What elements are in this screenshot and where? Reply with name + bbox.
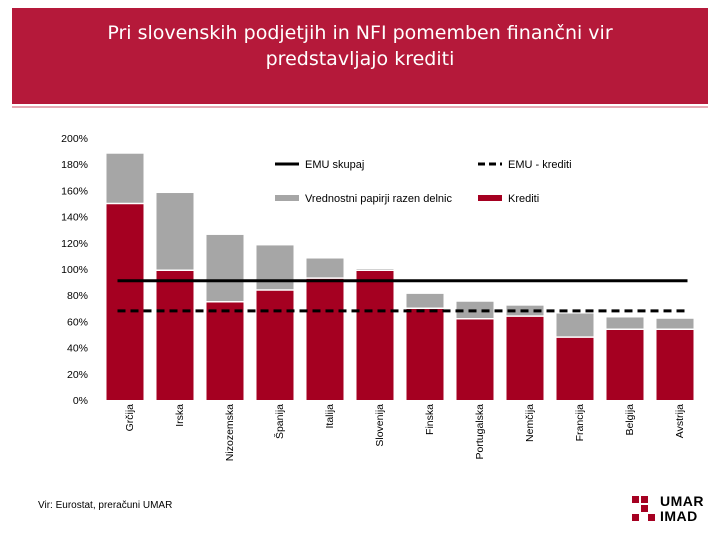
bar-vrednostni-papirji	[206, 234, 244, 302]
bar-krediti	[306, 278, 344, 400]
y-tick-label: 140%	[61, 212, 88, 224]
x-category-label: Avstrija	[674, 404, 686, 438]
y-tick-label: 0%	[73, 395, 88, 407]
bar-krediti	[556, 337, 594, 400]
bar-vrednostni-papirji	[556, 313, 594, 338]
x-category-label: Portugalska	[474, 404, 486, 460]
x-category-label: Belgija	[624, 404, 636, 436]
bar-krediti	[506, 316, 544, 400]
x-category-label: Irska	[174, 404, 186, 427]
title-line-1: Pri slovenskih podjetjih in NFI pomemben…	[107, 22, 613, 44]
logo-word-imad: IMAD	[660, 508, 698, 524]
y-tick-label: 40%	[67, 343, 88, 355]
x-category-label: Italija	[324, 404, 336, 429]
y-tick-label: 60%	[67, 316, 88, 328]
title-band: Pri slovenskih podjetjih in NFI pomemben…	[12, 8, 708, 104]
stacked-bar-chart: 0% 20% 40% 60% 80% 100% 120% 140% 160% 180% 200% G…	[61, 133, 694, 461]
x-category-label: Grčija	[124, 404, 136, 432]
source-note: Vir: Eurostat, preračuni UMAR	[38, 500, 173, 511]
title-line-2: predstavljajo krediti	[265, 48, 455, 70]
legend-label: Vrednostni papirji razen delnic	[305, 193, 452, 205]
bar-krediti	[206, 301, 244, 400]
legend-label: EMU - krediti	[508, 159, 572, 171]
y-axis: 0% 20% 40% 60% 80% 100% 120% 140% 160% 180% 200%	[61, 133, 88, 407]
bar-vrednostni-papirji	[406, 293, 444, 309]
logo-word-umar: UMAR	[660, 493, 704, 509]
bar-vrednostni-papirji	[256, 245, 294, 290]
y-tick-label: 100%	[61, 264, 88, 276]
legend-label: EMU skupaj	[305, 159, 364, 171]
legend-swatch-krediti	[478, 195, 502, 201]
bar-vrednostni-papirji	[606, 317, 644, 330]
x-category-label: Španija	[273, 404, 286, 439]
logo-mark-icon	[632, 496, 655, 521]
bar-krediti	[106, 203, 144, 400]
bar-vrednostni-papirji	[106, 153, 144, 204]
x-axis-labels: Grčija Irska Nizozemska Španija Italija Slove…	[124, 404, 686, 461]
x-category-label: Francija	[574, 404, 586, 442]
legend-swatch-vrednostni-papirji	[275, 195, 299, 201]
bar-vrednostni-papirji	[156, 193, 194, 271]
y-tick-label: 160%	[61, 185, 88, 197]
title-divider	[12, 106, 708, 108]
y-tick-label: 20%	[67, 369, 88, 381]
bar-krediti	[156, 270, 194, 400]
y-tick-label: 120%	[61, 238, 88, 250]
umar-logo: UMAR IMAD	[630, 492, 710, 526]
legend: EMU skupaj EMU - krediti Vrednostni papirj…	[275, 159, 572, 205]
bar-krediti	[656, 329, 694, 400]
bar-krediti	[256, 289, 294, 400]
bar-vrednostni-papirji	[306, 258, 344, 279]
bar-krediti	[406, 308, 444, 400]
x-category-label: Finska	[424, 404, 436, 435]
bar-krediti	[456, 318, 494, 400]
x-category-label: Slovenija	[374, 404, 386, 447]
bar-krediti	[356, 270, 394, 400]
reference-lines	[117, 279, 688, 313]
bar-vrednostni-papirji	[656, 318, 694, 330]
x-category-label: Nemčija	[524, 404, 536, 442]
y-tick-label: 200%	[61, 133, 88, 145]
bar-krediti	[606, 329, 644, 400]
bars	[106, 153, 694, 400]
y-tick-label: 180%	[61, 159, 88, 171]
chart-title: Pri slovenskih podjetjih in NFI pomemben…	[12, 20, 708, 72]
x-category-label: Nizozemska	[224, 404, 236, 461]
y-tick-label: 80%	[67, 290, 88, 302]
legend-label: Krediti	[508, 193, 539, 205]
